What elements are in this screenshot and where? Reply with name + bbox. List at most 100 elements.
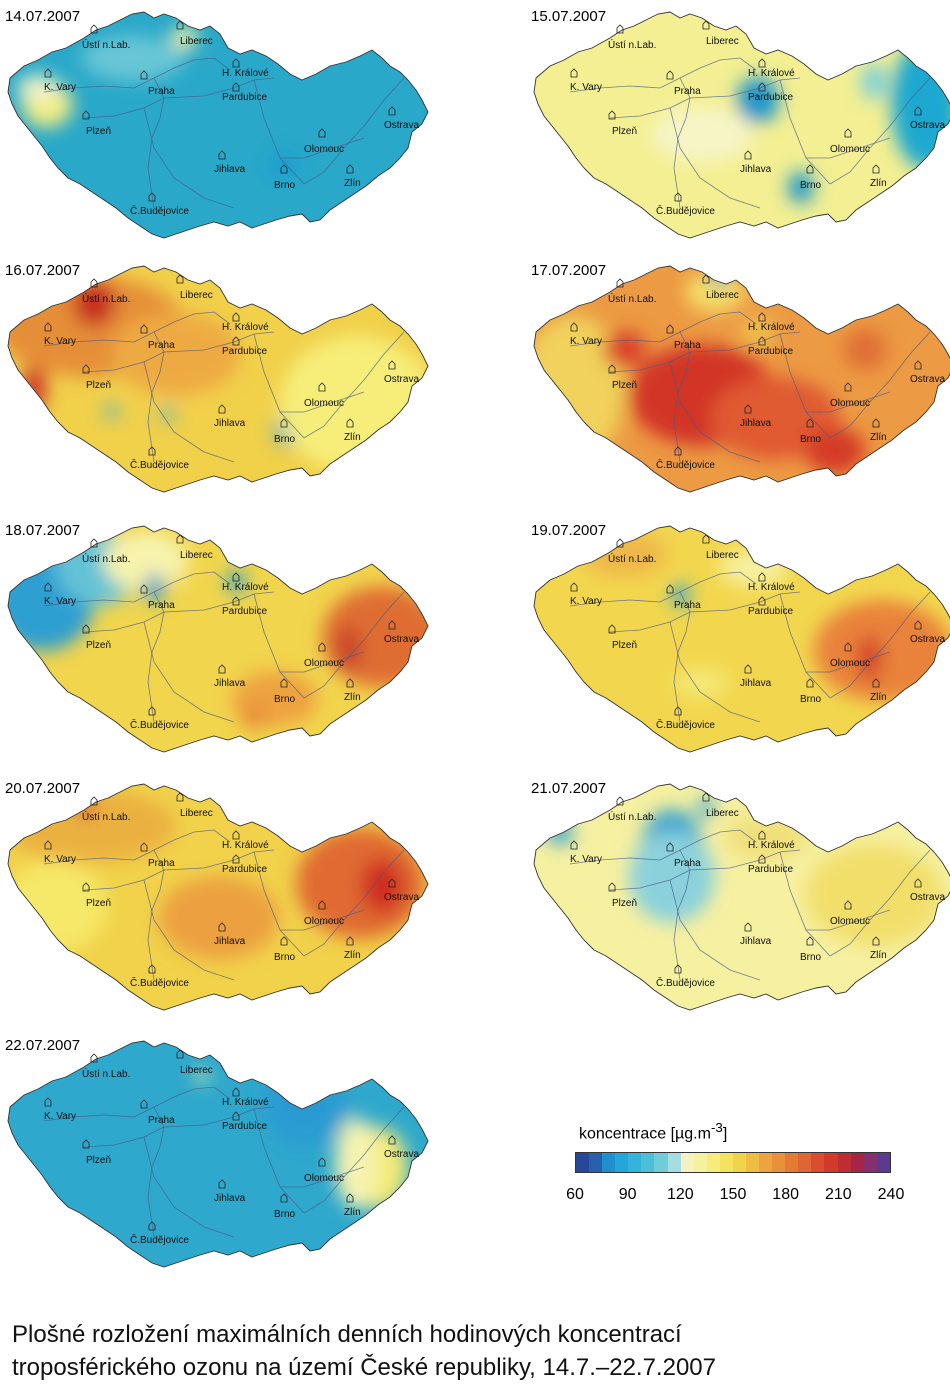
- city-label: K. Vary: [44, 854, 77, 865]
- river-line: [163, 849, 275, 871]
- city-label: Praha: [148, 340, 175, 351]
- river-line: [829, 77, 931, 185]
- city-marker: [346, 1193, 354, 1203]
- city-label: Ostrava: [910, 374, 946, 385]
- legend-title: koncentrace [µg.m-3]: [579, 1120, 728, 1143]
- map-date: 18.07.2007: [4, 522, 82, 540]
- river-line: [83, 1126, 165, 1148]
- river-line: [569, 591, 681, 607]
- czech-map-svg: [533, 525, 950, 753]
- city-marker: [218, 404, 226, 414]
- map-date: 15.07.2007: [530, 8, 608, 26]
- river-line: [153, 311, 231, 333]
- city-marker: [758, 82, 766, 92]
- legend-tick-label: 180: [772, 1186, 800, 1203]
- city-marker: [744, 664, 752, 674]
- city-marker: [666, 584, 674, 594]
- legend-tick-label: 60: [566, 1186, 584, 1203]
- river-line: [689, 849, 801, 871]
- river-line: [280, 137, 365, 159]
- map-date: 20.07.2007: [4, 780, 82, 798]
- river-line: [280, 909, 365, 931]
- country-border: [7, 11, 429, 239]
- city-label: Pardubice: [222, 346, 268, 357]
- city-marker: [872, 418, 880, 428]
- country-border: [533, 783, 950, 1011]
- city-label: Jihlava: [214, 1193, 246, 1204]
- legend-swatch: [628, 1153, 642, 1172]
- city-label: Brno: [800, 694, 822, 705]
- city-marker: [666, 324, 674, 334]
- country-border: [533, 265, 950, 493]
- concentration-area: [723, 814, 810, 861]
- river-line: [83, 869, 165, 891]
- legend-swatch: [576, 1153, 590, 1172]
- river-line: [609, 611, 691, 633]
- city-marker: [140, 70, 148, 80]
- city-label: Ústí n.Lab.: [608, 40, 657, 51]
- city-label: Pardubice: [748, 92, 794, 103]
- country-border: [7, 525, 429, 753]
- city-label: Brno: [274, 952, 296, 963]
- city-label: H. Králové: [748, 322, 795, 333]
- city-label: Č.Budějovice: [656, 978, 715, 989]
- city-marker: [90, 1053, 98, 1063]
- city-label: Liberec: [706, 550, 739, 561]
- river-line: [679, 571, 757, 593]
- concentration-area: [740, 317, 776, 345]
- ozone-map-4: Ústí n.Lab. Liberec K. Vary Praha H. Králové…: [530, 262, 950, 502]
- city-label: Brno: [274, 434, 296, 445]
- caption-line-1: Plošné rozložení maximálních denních hod…: [12, 1321, 682, 1348]
- city-label: Ústí n.Lab.: [82, 554, 131, 565]
- city-marker: [702, 534, 710, 544]
- city-marker: [148, 192, 156, 202]
- figure-caption: Plošné rozložení maximálních denních hod…: [12, 1318, 942, 1384]
- city-marker: [318, 1157, 326, 1167]
- city-marker: [44, 1097, 52, 1107]
- legend-swatch: [746, 1153, 760, 1172]
- city-marker: [914, 106, 922, 116]
- city-marker: [280, 678, 288, 688]
- river-line: [569, 331, 681, 347]
- city-label: Brno: [800, 952, 822, 963]
- city-marker: [140, 324, 148, 334]
- city-marker: [872, 936, 880, 946]
- city-marker: [318, 900, 326, 910]
- river-line: [43, 77, 155, 93]
- city-marker: [140, 1099, 148, 1109]
- city-label: K. Vary: [44, 1111, 77, 1122]
- city-label: Zlín: [870, 950, 887, 961]
- city-marker: [82, 624, 90, 634]
- concentration-area: [736, 77, 780, 123]
- legend-swatch: [654, 1153, 668, 1172]
- city-label: Pardubice: [222, 1121, 268, 1132]
- city-marker: [176, 1049, 184, 1059]
- concentration-area: [143, 574, 166, 603]
- city-label: Č.Budějovice: [130, 460, 189, 471]
- concentration-area: [105, 404, 118, 419]
- concentration-area: [547, 821, 573, 845]
- city-label: Ostrava: [384, 374, 420, 385]
- legend-swatch: [759, 1153, 773, 1172]
- river-line: [679, 311, 757, 333]
- city-marker: [608, 624, 616, 634]
- ozone-map-3: Ústí n.Lab. Liberec K. Vary Praha H. Králové…: [4, 262, 434, 502]
- city-marker: [44, 582, 52, 592]
- concentration-area: [697, 798, 715, 817]
- river-line: [43, 331, 155, 347]
- city-marker: [744, 150, 752, 160]
- concentration-area: [360, 858, 404, 914]
- city-marker: [148, 964, 156, 974]
- river-line: [569, 77, 681, 93]
- legend-swatch: [732, 1153, 747, 1172]
- city-marker: [176, 20, 184, 30]
- city-label: Ostrava: [384, 634, 420, 645]
- city-label: Ostrava: [384, 892, 420, 903]
- concentration-area: [171, 26, 198, 50]
- city-marker: [872, 678, 880, 688]
- city-marker: [90, 796, 98, 806]
- czech-map-svg: [7, 783, 429, 1011]
- city-marker: [388, 106, 396, 116]
- city-label: Olomouc: [304, 658, 345, 669]
- concentration-area: [44, 1237, 58, 1251]
